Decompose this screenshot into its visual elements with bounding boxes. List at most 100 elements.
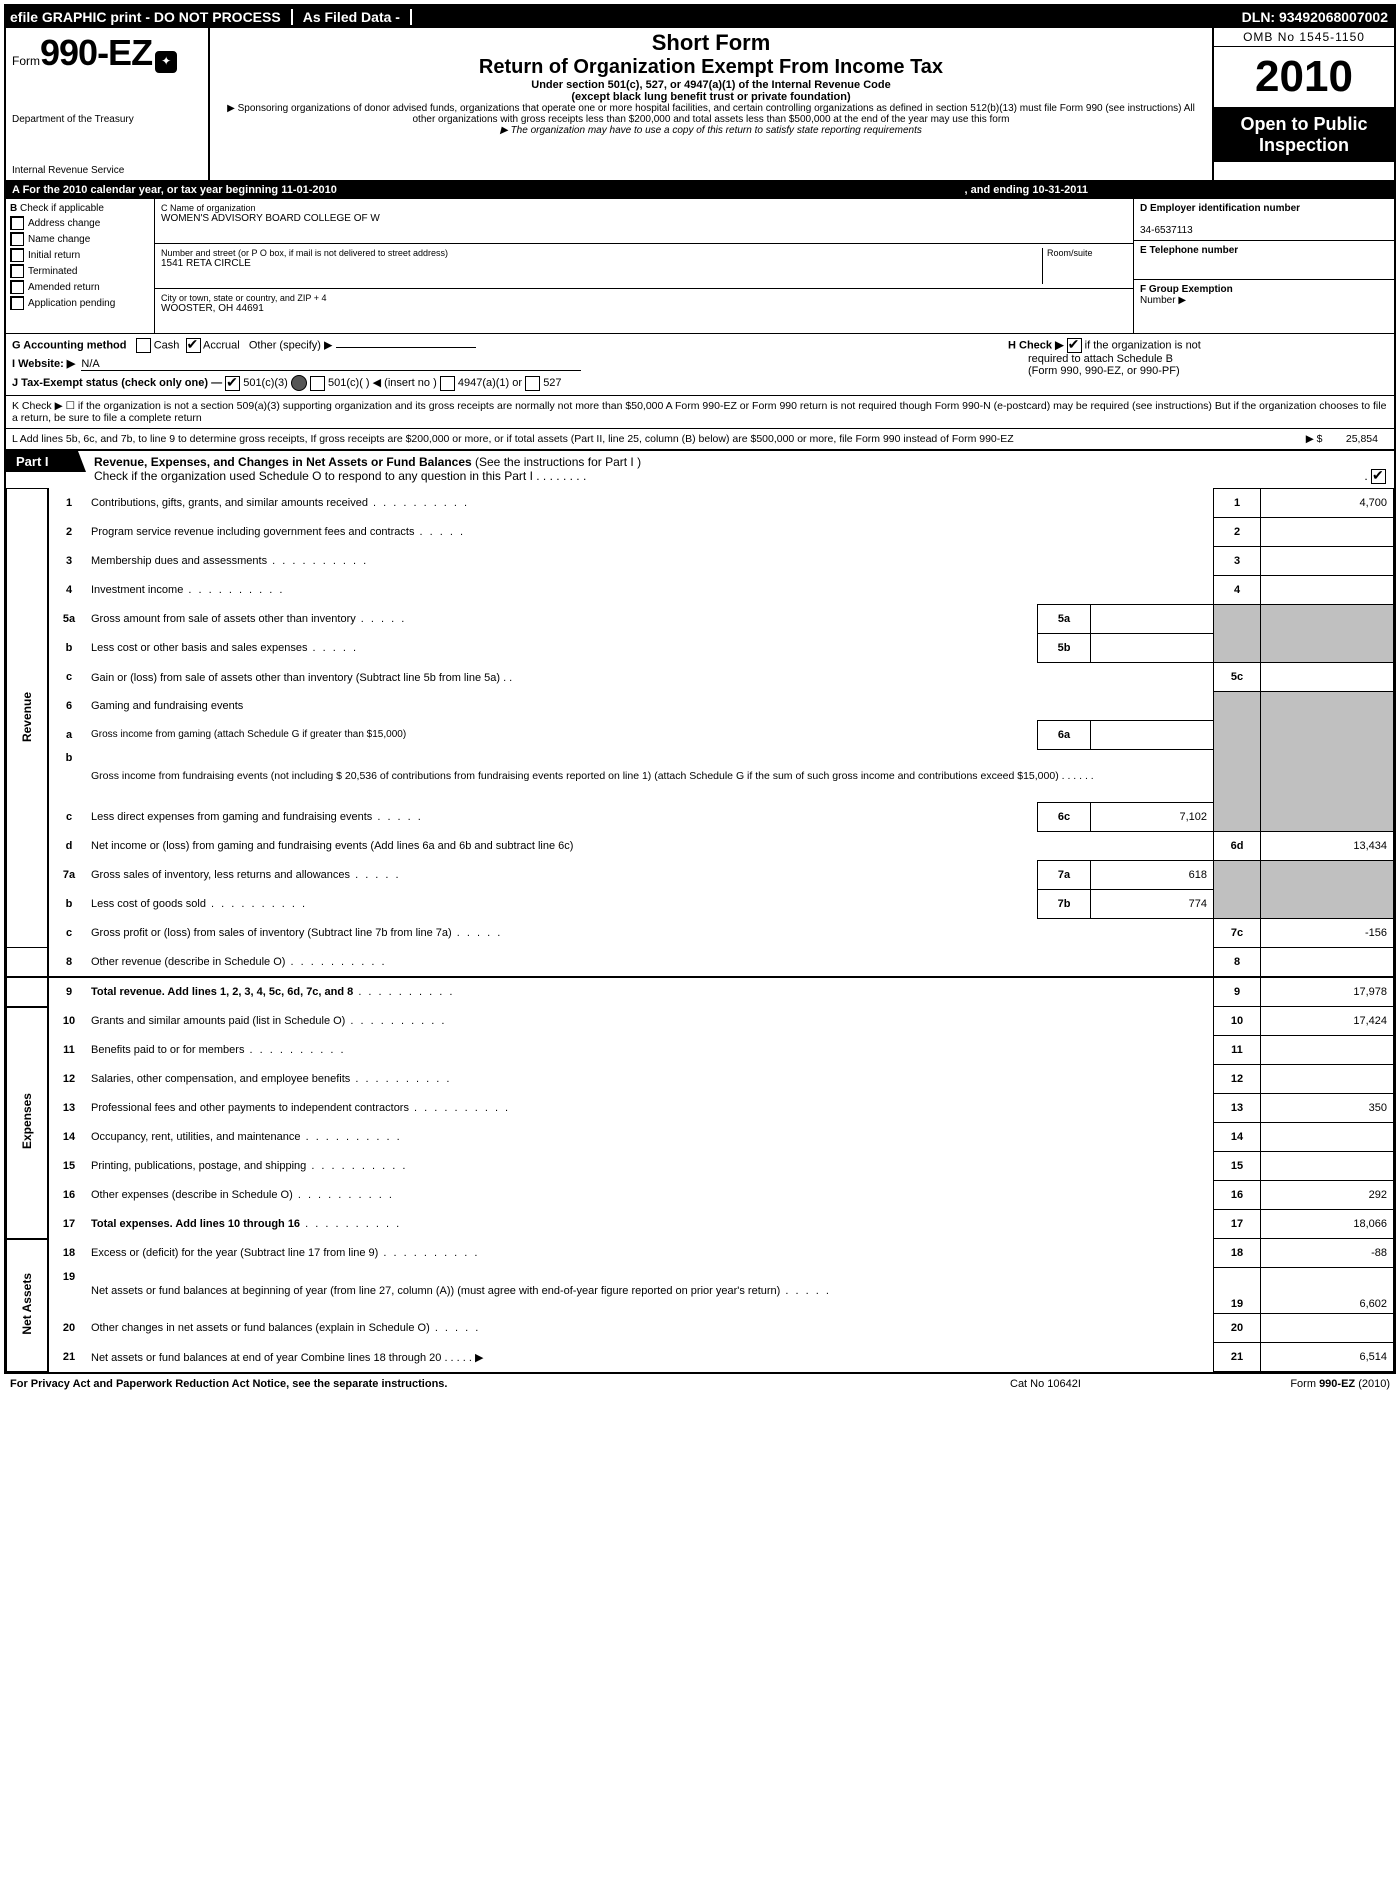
footer-form-ref: Form 990-EZ (2010) — [1210, 1378, 1390, 1390]
chk-sched-o[interactable] — [1371, 469, 1386, 484]
line-14-value — [1261, 1123, 1394, 1152]
footer: For Privacy Act and Paperwork Reduction … — [4, 1374, 1396, 1394]
line-21-value: 6,514 — [1261, 1343, 1394, 1372]
line-g: G Accounting method Cash Accrual Other (… — [12, 338, 998, 353]
chk-4947[interactable] — [440, 376, 455, 391]
line-6c-value: 7,102 — [1091, 802, 1214, 831]
line-1-value: 4,700 — [1261, 489, 1394, 518]
line-20-value — [1261, 1314, 1394, 1343]
header-right: OMB No 1545-1150 2010 Open to Public Ins… — [1212, 28, 1394, 180]
line-5a-value — [1091, 605, 1214, 634]
line-i: I Website: ▶ N/A — [12, 357, 998, 371]
city-state-zip: WOOSTER, OH 44691 — [161, 303, 1127, 314]
line-6a-value — [1091, 720, 1214, 749]
line-5c-value — [1261, 663, 1394, 692]
column-b: B Check if applicable Address change Nam… — [6, 199, 155, 333]
ein-value: 34-6537113 — [1140, 225, 1193, 236]
expenses-label: Expenses — [7, 1007, 49, 1239]
irs-eagle-icon: ✦ — [155, 51, 177, 73]
header-note-2: ▶ The organization may have to use a cop… — [220, 125, 1202, 136]
tax-year: 2010 — [1214, 47, 1394, 108]
line-19-value: 6,602 — [1261, 1268, 1394, 1314]
city-row: City or town, state or country, and ZIP … — [155, 289, 1133, 333]
street-row: Number and street (or P O box, if mail i… — [155, 244, 1133, 289]
line-5b-value — [1091, 634, 1214, 663]
part-1-tab: Part I — [6, 451, 86, 472]
phone-row: E Telephone number — [1134, 241, 1394, 280]
line-7a-value: 618 — [1091, 860, 1214, 889]
line-11-value — [1261, 1036, 1394, 1065]
chk-amended[interactable]: Amended return — [10, 280, 150, 294]
line-15-value — [1261, 1152, 1394, 1181]
circle-icon — [291, 375, 307, 391]
org-name: WOMEN'S ADVISORY BOARD COLLEGE OF W — [161, 213, 1127, 224]
group-exemption-row: F Group Exemption Number ▶ — [1134, 280, 1394, 318]
main-title: Return of Organization Exempt From Incom… — [220, 56, 1202, 79]
line-13-value: 350 — [1261, 1094, 1394, 1123]
section-bcd: B Check if applicable Address change Nam… — [6, 199, 1394, 334]
chk-cash[interactable] — [136, 338, 151, 353]
header-center: Short Form Return of Organization Exempt… — [210, 28, 1212, 180]
street-address: 1541 RETA CIRCLE — [161, 258, 1036, 269]
checkbox-icon — [10, 280, 24, 294]
dln-label: DLN: 93492068007002 — [1242, 9, 1394, 25]
header-note-1: ▶ Sponsoring organizations of donor advi… — [220, 103, 1202, 125]
line-4-value — [1261, 576, 1394, 605]
line-6d-value: 13,434 — [1261, 831, 1394, 860]
section-g-j: G Accounting method Cash Accrual Other (… — [6, 334, 1394, 396]
line-3-value — [1261, 547, 1394, 576]
line-8-value — [1261, 947, 1394, 977]
section-l: L Add lines 5b, 6c, and 7b, to line 9 to… — [6, 429, 1394, 451]
footer-cat-no: Cat No 10642I — [1010, 1378, 1210, 1390]
line-j: J Tax-Exempt status (check only one) — 5… — [12, 375, 998, 391]
header: Form990-EZ ✦ Department of the Treasury … — [6, 28, 1394, 182]
line-7b-value: 774 — [1091, 889, 1214, 918]
line-12-value — [1261, 1065, 1394, 1094]
chk-address-change[interactable]: Address change — [10, 216, 150, 230]
gross-receipts-value: 25,854 — [1346, 433, 1378, 445]
ein-row: D Employer identification number 34-6537… — [1134, 199, 1394, 241]
subtitle-1: Under section 501(c), 527, or 4947(a)(1)… — [220, 79, 1202, 91]
chk-h[interactable] — [1067, 338, 1082, 353]
chk-527[interactable] — [525, 376, 540, 391]
dept-irs: Internal Revenue Service — [12, 165, 202, 176]
website-value: N/A — [81, 358, 581, 371]
part-1-header: Part I Revenue, Expenses, and Changes in… — [6, 451, 1394, 488]
row-a-tax-year: A For the 2010 calendar year, or tax yea… — [6, 182, 1394, 199]
line-7c-value: -156 — [1261, 918, 1394, 947]
omb-number: OMB No 1545-1150 — [1214, 28, 1394, 47]
checkbox-icon — [10, 296, 24, 310]
chk-501c[interactable] — [310, 376, 325, 391]
line-18-value: -88 — [1261, 1239, 1394, 1268]
net-assets-label: Net Assets — [7, 1239, 49, 1372]
short-form-title: Short Form — [220, 30, 1202, 56]
column-c: C Name of organization WOMEN'S ADVISORY … — [155, 199, 1133, 333]
chk-pending[interactable]: Application pending — [10, 296, 150, 310]
chk-initial-return[interactable]: Initial return — [10, 248, 150, 262]
chk-accrual[interactable] — [186, 338, 201, 353]
line-h: H Check ▶ if the organization is not req… — [998, 338, 1388, 391]
dept-treasury: Department of the Treasury — [12, 114, 202, 125]
line-17-value: 18,066 — [1261, 1210, 1394, 1239]
revenue-label: Revenue — [7, 489, 49, 948]
form-container: efile GRAPHIC print - DO NOT PROCESS As … — [4, 4, 1396, 1374]
line-16-value: 292 — [1261, 1181, 1394, 1210]
chk-name-change[interactable]: Name change — [10, 232, 150, 246]
subtitle-2: (except black lung benefit trust or priv… — [220, 91, 1202, 103]
column-d: D Employer identification number 34-6537… — [1133, 199, 1394, 333]
as-filed-label: As Filed Data - — [291, 9, 412, 25]
checkbox-icon — [10, 264, 24, 278]
checkbox-icon — [10, 216, 24, 230]
chk-terminated[interactable]: Terminated — [10, 264, 150, 278]
top-bar: efile GRAPHIC print - DO NOT PROCESS As … — [6, 6, 1394, 28]
line-9-value: 17,978 — [1261, 977, 1394, 1007]
chk-501c3[interactable] — [225, 376, 240, 391]
org-name-row: C Name of organization WOMEN'S ADVISORY … — [155, 199, 1133, 244]
line-2-value — [1261, 518, 1394, 547]
efile-label: efile GRAPHIC print - DO NOT PROCESS — [6, 9, 281, 25]
line-10-value: 17,424 — [1261, 1007, 1394, 1036]
header-left: Form990-EZ ✦ Department of the Treasury … — [6, 28, 210, 180]
checkbox-icon — [10, 232, 24, 246]
form-prefix: Form — [12, 54, 40, 68]
footer-privacy: For Privacy Act and Paperwork Reduction … — [10, 1378, 1010, 1390]
